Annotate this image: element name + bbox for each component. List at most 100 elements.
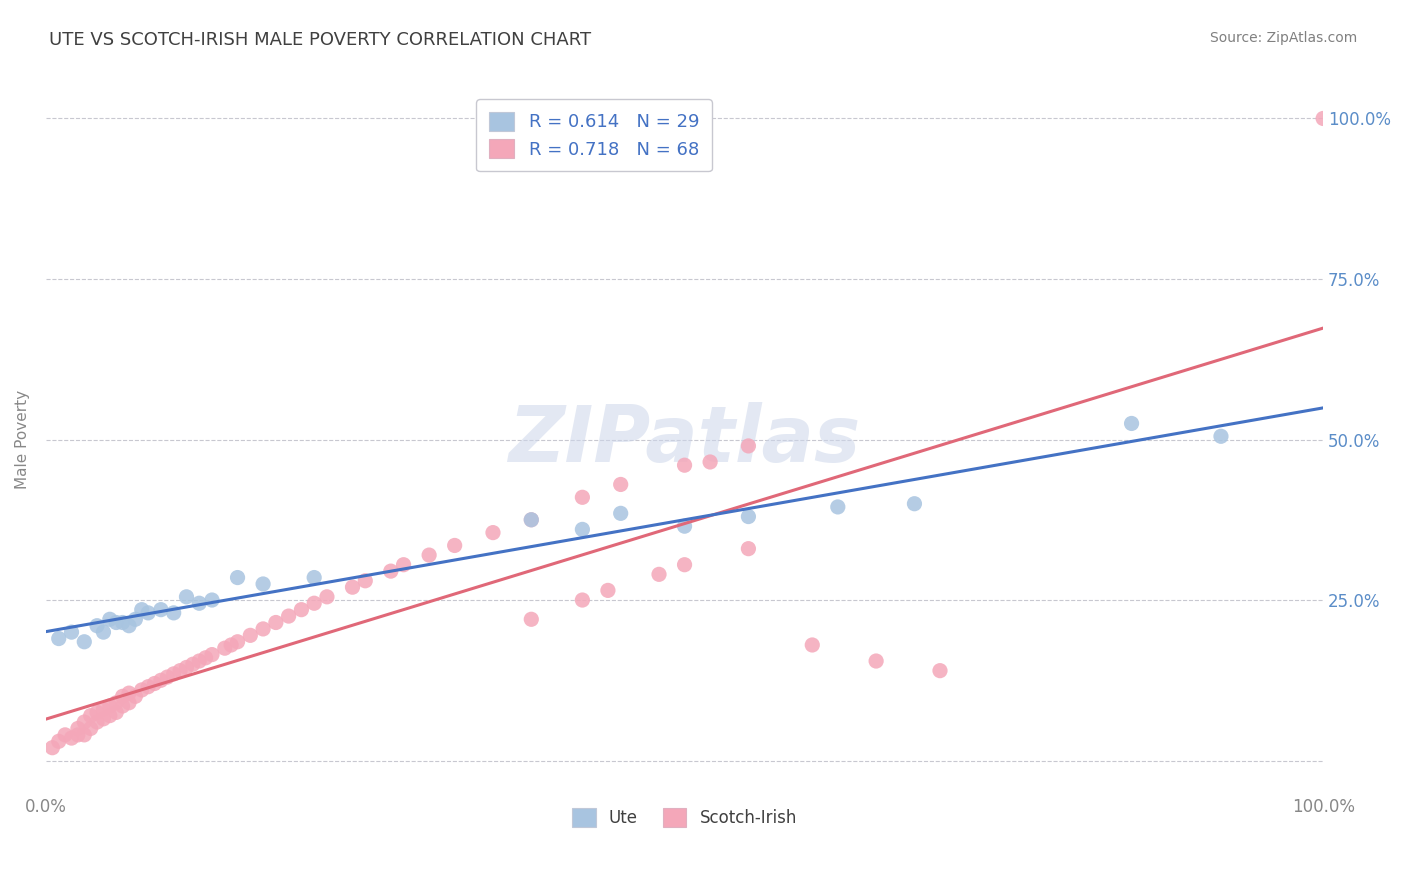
Point — [520, 513, 543, 527]
Point — [124, 690, 146, 704]
Point — [865, 654, 887, 668]
Point — [392, 558, 415, 572]
Point — [188, 596, 211, 610]
Point — [302, 570, 325, 584]
Point — [226, 570, 249, 584]
Point — [520, 513, 543, 527]
Point — [124, 612, 146, 626]
Point — [290, 602, 312, 616]
Point — [181, 657, 204, 672]
Point — [609, 507, 631, 521]
Point — [53, 728, 76, 742]
Point — [801, 638, 824, 652]
Point — [66, 722, 89, 736]
Point — [673, 519, 696, 533]
Point — [86, 714, 108, 729]
Point — [48, 632, 70, 646]
Point — [264, 615, 287, 630]
Point — [111, 615, 134, 630]
Point — [482, 525, 505, 540]
Point — [302, 596, 325, 610]
Point — [118, 696, 141, 710]
Point — [143, 676, 166, 690]
Point — [201, 593, 224, 607]
Point — [86, 706, 108, 720]
Point — [176, 590, 198, 604]
Point — [136, 606, 159, 620]
Point — [48, 734, 70, 748]
Point — [443, 538, 465, 552]
Point — [201, 648, 224, 662]
Point — [1312, 112, 1334, 126]
Point — [149, 673, 172, 688]
Point — [66, 728, 89, 742]
Text: ZIPatlas: ZIPatlas — [509, 401, 860, 477]
Point — [163, 666, 186, 681]
Point — [118, 686, 141, 700]
Point — [118, 618, 141, 632]
Point — [214, 641, 236, 656]
Point — [98, 612, 121, 626]
Point — [188, 654, 211, 668]
Point — [673, 458, 696, 473]
Point — [131, 602, 153, 616]
Y-axis label: Male Poverty: Male Poverty — [15, 390, 30, 489]
Point — [73, 714, 96, 729]
Point — [98, 698, 121, 713]
Point — [354, 574, 377, 588]
Point — [163, 606, 186, 620]
Point — [571, 522, 593, 536]
Point — [93, 712, 115, 726]
Point — [737, 509, 759, 524]
Point — [609, 477, 631, 491]
Point — [699, 455, 721, 469]
Point — [737, 541, 759, 556]
Point — [929, 664, 952, 678]
Point — [380, 564, 402, 578]
Point — [93, 702, 115, 716]
Point — [60, 731, 83, 745]
Point — [93, 625, 115, 640]
Text: Source: ZipAtlas.com: Source: ZipAtlas.com — [1209, 31, 1357, 45]
Point — [252, 577, 274, 591]
Point — [418, 548, 440, 562]
Point — [111, 698, 134, 713]
Point — [176, 660, 198, 674]
Point — [105, 615, 128, 630]
Point — [105, 706, 128, 720]
Point — [111, 690, 134, 704]
Point — [1121, 417, 1143, 431]
Point — [73, 728, 96, 742]
Point — [79, 708, 101, 723]
Point — [131, 682, 153, 697]
Point — [316, 590, 339, 604]
Point — [136, 680, 159, 694]
Point — [342, 580, 364, 594]
Point — [60, 625, 83, 640]
Point — [737, 439, 759, 453]
Point — [79, 722, 101, 736]
Point — [673, 558, 696, 572]
Point — [252, 622, 274, 636]
Point — [239, 628, 262, 642]
Legend: Ute, Scotch-Irish: Ute, Scotch-Irish — [565, 802, 804, 834]
Point — [571, 491, 593, 505]
Point — [277, 609, 299, 624]
Point — [105, 696, 128, 710]
Point — [156, 670, 179, 684]
Point — [41, 740, 63, 755]
Point — [596, 583, 619, 598]
Point — [648, 567, 671, 582]
Point — [86, 618, 108, 632]
Point — [98, 708, 121, 723]
Point — [520, 612, 543, 626]
Point — [169, 664, 191, 678]
Point — [73, 634, 96, 648]
Text: UTE VS SCOTCH-IRISH MALE POVERTY CORRELATION CHART: UTE VS SCOTCH-IRISH MALE POVERTY CORRELA… — [49, 31, 592, 49]
Point — [219, 638, 242, 652]
Point — [194, 650, 217, 665]
Point — [827, 500, 849, 514]
Point — [226, 634, 249, 648]
Point — [903, 497, 925, 511]
Point — [1209, 429, 1232, 443]
